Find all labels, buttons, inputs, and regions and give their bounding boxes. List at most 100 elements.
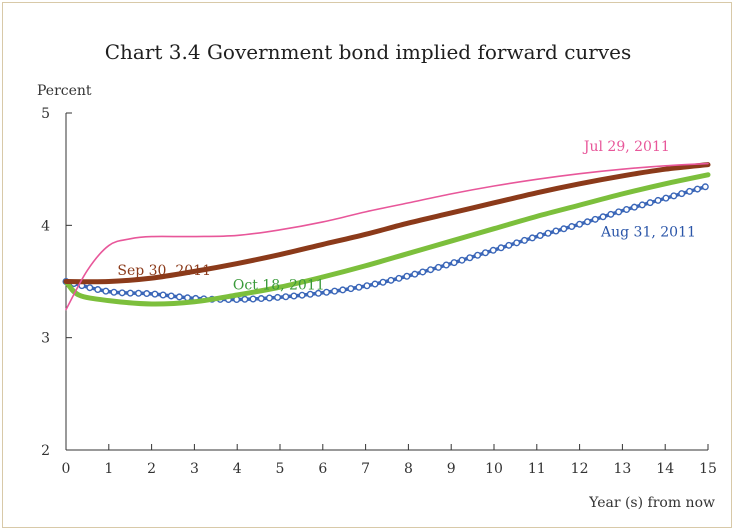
series-layer xyxy=(62,162,711,311)
series-label-sep-30-2011: Sep 30, 2011 xyxy=(117,263,211,279)
series-point-aug-31-2011 xyxy=(489,246,497,254)
series-point-aug-31-2011 xyxy=(513,239,521,247)
x-tick-label: 15 xyxy=(699,461,717,477)
series-point-aug-31-2011 xyxy=(419,268,427,276)
series-point-aug-31-2011 xyxy=(458,256,466,264)
series-point-aug-31-2011 xyxy=(151,290,159,298)
series-point-aug-31-2011 xyxy=(306,290,314,298)
y-axis-label: Percent xyxy=(37,83,92,99)
series-point-aug-31-2011 xyxy=(290,292,298,300)
chart-title: Chart 3.4 Government bond implied forwar… xyxy=(105,40,632,64)
series-point-aug-31-2011 xyxy=(403,272,411,280)
series-point-aug-31-2011 xyxy=(693,185,701,193)
series-point-aug-31-2011 xyxy=(355,283,363,291)
series-point-aug-31-2011 xyxy=(623,205,631,213)
chart-svg: Chart 3.4 Government bond implied forwar… xyxy=(37,40,717,511)
series-point-aug-31-2011 xyxy=(505,241,513,249)
series-point-aug-31-2011 xyxy=(143,290,151,298)
y-tick-label: 5 xyxy=(41,106,50,122)
series-point-aug-31-2011 xyxy=(630,203,638,211)
series-point-aug-31-2011 xyxy=(118,289,126,297)
x-tick-label: 5 xyxy=(276,461,285,477)
x-tick-label: 9 xyxy=(447,461,456,477)
series-point-aug-31-2011 xyxy=(331,287,339,295)
series-point-aug-31-2011 xyxy=(615,208,623,216)
y-tick-label: 3 xyxy=(41,331,50,347)
series-point-aug-31-2011 xyxy=(94,286,102,294)
x-tick-label: 13 xyxy=(613,461,631,477)
series-point-aug-31-2011 xyxy=(536,232,544,240)
x-tick-label: 14 xyxy=(656,461,674,477)
series-point-aug-31-2011 xyxy=(298,291,306,299)
series-point-aug-31-2011 xyxy=(591,215,599,223)
series-point-aug-31-2011 xyxy=(686,187,694,195)
series-point-aug-31-2011 xyxy=(347,285,355,293)
series-point-aug-31-2011 xyxy=(434,263,442,271)
series-point-aug-31-2011 xyxy=(274,293,282,301)
series-point-aug-31-2011 xyxy=(662,194,670,202)
series-point-aug-31-2011 xyxy=(249,295,257,303)
x-tick-label: 1 xyxy=(104,461,113,477)
x-tick-label: 0 xyxy=(62,461,71,477)
x-tick-label: 4 xyxy=(233,461,242,477)
series-point-aug-31-2011 xyxy=(466,254,474,262)
series-point-aug-31-2011 xyxy=(583,218,591,226)
series-aug-31-2011 xyxy=(62,183,709,304)
series-point-aug-31-2011 xyxy=(371,280,379,288)
series-point-aug-31-2011 xyxy=(528,234,536,242)
y-tick-label: 2 xyxy=(41,443,50,459)
series-point-aug-31-2011 xyxy=(481,249,489,257)
series-point-aug-31-2011 xyxy=(560,225,568,233)
series-point-aug-31-2011 xyxy=(379,278,387,286)
series-point-aug-31-2011 xyxy=(159,291,167,299)
series-line-oct-18-2011 xyxy=(63,172,711,307)
series-line-jul-29-2011 xyxy=(65,162,709,311)
series-point-aug-31-2011 xyxy=(411,270,419,278)
series-label-oct-18-2011: Oct 18, 2011 xyxy=(233,277,325,293)
series-point-aug-31-2011 xyxy=(339,286,347,294)
series-point-aug-31-2011 xyxy=(167,292,175,300)
series-point-aug-31-2011 xyxy=(126,289,134,297)
series-point-aug-31-2011 xyxy=(323,288,331,296)
x-tick-label: 10 xyxy=(485,461,503,477)
series-point-aug-31-2011 xyxy=(314,289,322,297)
series-point-aug-31-2011 xyxy=(607,210,615,218)
series-label-aug-31-2011: Aug 31, 2011 xyxy=(600,225,696,241)
x-tick-label: 3 xyxy=(190,461,199,477)
y-tick-label: 4 xyxy=(41,218,50,234)
series-point-aug-31-2011 xyxy=(387,276,395,284)
series-point-aug-31-2011 xyxy=(442,261,450,269)
series-point-aug-31-2011 xyxy=(395,274,403,282)
series-point-aug-31-2011 xyxy=(497,244,505,252)
series-labels-layer: Jul 29, 2011 Sep 30, 2011 Oct 18, 2011 Aug … xyxy=(117,139,696,293)
series-point-aug-31-2011 xyxy=(86,284,94,292)
series-point-aug-31-2011 xyxy=(678,190,686,198)
x-tick-label: 6 xyxy=(318,461,327,477)
series-point-aug-31-2011 xyxy=(638,201,646,209)
series-point-aug-31-2011 xyxy=(135,289,143,297)
series-line-aug-31-2011 xyxy=(65,184,709,302)
series-point-aug-31-2011 xyxy=(646,199,654,207)
series-point-aug-31-2011 xyxy=(544,229,552,237)
series-point-aug-31-2011 xyxy=(427,266,435,274)
series-point-aug-31-2011 xyxy=(257,295,265,303)
series-point-aug-31-2011 xyxy=(110,288,118,296)
series-point-aug-31-2011 xyxy=(282,293,290,301)
x-tick-label: 2 xyxy=(147,461,156,477)
series-point-aug-31-2011 xyxy=(175,293,183,301)
series-point-aug-31-2011 xyxy=(102,287,110,295)
series-line-sep-30-2011 xyxy=(63,162,711,285)
series-point-aug-31-2011 xyxy=(576,220,584,228)
series-point-aug-31-2011 xyxy=(265,294,273,302)
series-label-jul-29-2011: Jul 29, 2011 xyxy=(582,139,670,155)
series-point-aug-31-2011 xyxy=(599,213,607,221)
x-tick-label: 11 xyxy=(528,461,546,477)
series-point-aug-31-2011 xyxy=(521,236,529,244)
x-tick-label: 7 xyxy=(361,461,370,477)
x-tick-label: 12 xyxy=(571,461,589,477)
series-point-aug-31-2011 xyxy=(654,196,662,204)
series-point-aug-31-2011 xyxy=(552,227,560,235)
series-point-aug-31-2011 xyxy=(701,183,709,191)
series-point-aug-31-2011 xyxy=(450,259,458,267)
